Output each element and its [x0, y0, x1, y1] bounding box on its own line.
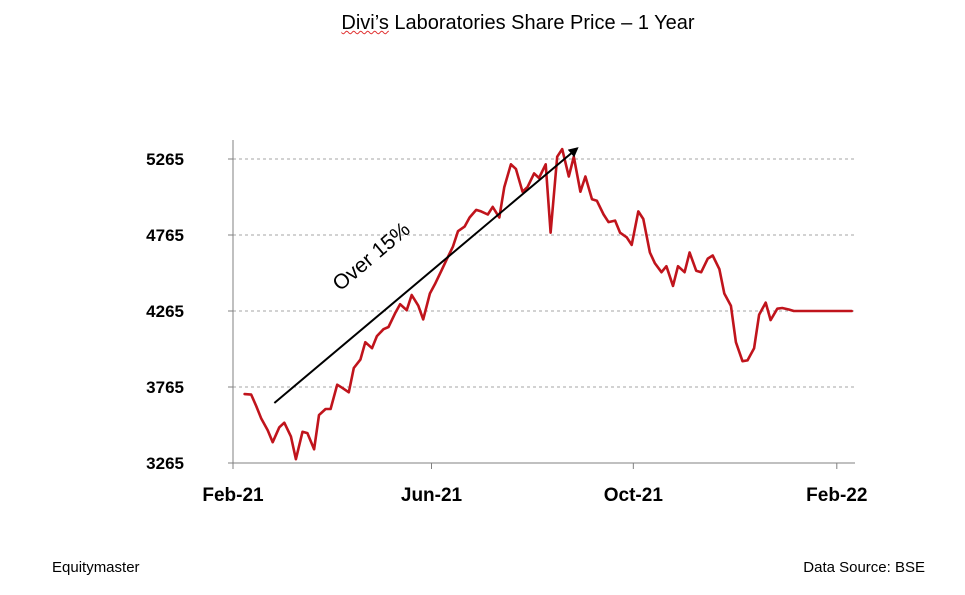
axes — [228, 140, 855, 469]
chart-title: Divi’s Laboratories Share Price – 1 Year — [0, 12, 965, 35]
y-tick-label: 4265 — [146, 302, 184, 321]
tick-labels: 3265 3765 4265 4765 5265 Feb-21 Jun-21 Oct-21 Fe… — [146, 150, 867, 506]
chart-title-prefix: Divi’s — [341, 12, 389, 34]
price-series-line — [243, 147, 853, 461]
annotation-arrow — [273, 147, 579, 404]
y-tick-label: 3265 — [146, 454, 184, 473]
y-tick-label: 4765 — [146, 226, 184, 245]
x-tick-label: Oct-21 — [604, 485, 664, 506]
y-tick-label: 3765 — [146, 378, 184, 397]
gridlines — [233, 158, 855, 388]
x-tick-label: Jun-21 — [401, 485, 463, 506]
series-group — [243, 147, 853, 461]
x-tick-label: Feb-22 — [806, 485, 867, 506]
annotation-label: Over 15% — [328, 218, 414, 296]
x-tick-label: Feb-21 — [202, 485, 264, 506]
brand-footer: Equitymaster — [52, 559, 140, 576]
chart-title-rest: Laboratories Share Price – 1 Year — [388, 12, 695, 34]
source-footer: Data Source: BSE — [803, 559, 925, 576]
y-tick-label: 5265 — [146, 150, 184, 169]
annotation-group: Over 15% — [273, 147, 579, 404]
